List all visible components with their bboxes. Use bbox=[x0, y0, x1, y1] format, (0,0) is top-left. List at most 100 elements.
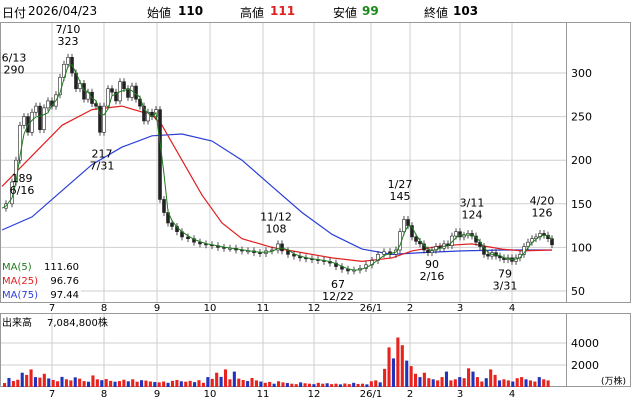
close-label: 終値 bbox=[424, 6, 449, 20]
price-axis-frame bbox=[566, 22, 631, 303]
ma-legend-box bbox=[1, 260, 81, 302]
annotations: 6/132907/103231896/162177/3111/121086712… bbox=[2, 23, 555, 303]
ohlc-header: 日付 2026/04/23 始値 110 高値 111 安値 99 終値 103 bbox=[0, 0, 632, 22]
ma25-label: MA(25) bbox=[2, 276, 38, 287]
volume-bar bbox=[272, 383, 276, 387]
volume-bar bbox=[219, 376, 223, 387]
volume-bar bbox=[131, 379, 135, 387]
annotation-label: 124 bbox=[462, 208, 483, 221]
candle-body bbox=[170, 222, 174, 227]
volume-bar bbox=[307, 383, 312, 387]
volume-bar bbox=[29, 369, 33, 387]
volume-bar bbox=[427, 378, 431, 387]
candle-body bbox=[110, 88, 114, 93]
volume-bar bbox=[263, 382, 267, 387]
volume-bar bbox=[86, 381, 91, 387]
volume-bar bbox=[140, 380, 144, 387]
annotation-label: 67 bbox=[331, 278, 345, 291]
volume-bar bbox=[502, 379, 506, 387]
volume-bar bbox=[321, 383, 325, 387]
volume-bar bbox=[153, 382, 157, 387]
volume-bar bbox=[157, 382, 161, 387]
annotation-label: 7/10 bbox=[56, 23, 81, 36]
ma75-label: MA(75) bbox=[2, 290, 38, 301]
candle-body bbox=[66, 57, 70, 65]
volume-bar bbox=[100, 380, 104, 387]
volume-label: 出来高 bbox=[2, 316, 32, 329]
volume-bar bbox=[117, 381, 121, 387]
candle-body bbox=[46, 100, 50, 109]
annotation-label: 12/22 bbox=[322, 290, 354, 303]
volume-bar bbox=[290, 383, 294, 387]
annotation-label: 79 bbox=[498, 268, 512, 281]
volume-bar bbox=[497, 380, 502, 387]
candle-body bbox=[42, 107, 46, 130]
volume-bar bbox=[95, 379, 99, 387]
candle-body bbox=[162, 199, 166, 213]
volume-bar bbox=[533, 381, 537, 387]
volume-bar bbox=[524, 379, 528, 387]
month-label-top: 26/1 bbox=[360, 303, 382, 314]
candle-body bbox=[526, 241, 530, 247]
volume-bar bbox=[193, 382, 197, 387]
volume-bar bbox=[91, 375, 95, 387]
volume-bar bbox=[197, 380, 201, 387]
volume-bar bbox=[126, 381, 130, 387]
volume-bar bbox=[104, 379, 108, 387]
volume-bar bbox=[480, 381, 484, 387]
volume-bar bbox=[528, 380, 532, 387]
candle-body bbox=[114, 91, 118, 102]
volume-bar bbox=[210, 378, 214, 387]
volume-bar bbox=[166, 382, 170, 387]
price-tick-label: 300 bbox=[571, 67, 592, 80]
volume-axis-ticks: 2000 4000 bbox=[571, 337, 599, 372]
volume-value: 7,084,800株 bbox=[47, 316, 108, 329]
volume-bar bbox=[383, 368, 387, 387]
volume-bar bbox=[60, 376, 64, 387]
month-label-top: 10 bbox=[204, 303, 217, 314]
month-label-top: 11 bbox=[257, 303, 270, 314]
volume-bar bbox=[122, 379, 126, 387]
volume-bar bbox=[462, 378, 466, 387]
volume-bar bbox=[175, 379, 179, 387]
candle-body bbox=[410, 225, 414, 238]
volume-bar bbox=[188, 380, 192, 387]
volume-bar bbox=[113, 381, 117, 387]
volume-bar bbox=[69, 380, 73, 387]
volume-bar bbox=[250, 377, 254, 387]
month-label-bottom: 2 bbox=[407, 389, 413, 400]
volume-bar bbox=[352, 382, 356, 387]
volume-bar bbox=[47, 378, 51, 387]
volume-bar bbox=[16, 379, 20, 387]
volume-bar bbox=[78, 378, 82, 387]
volume-bar bbox=[25, 374, 29, 387]
price-tick-label: 250 bbox=[571, 111, 592, 124]
volume-bars bbox=[3, 337, 550, 387]
close-value: 103 bbox=[453, 4, 479, 18]
volume-bar bbox=[11, 381, 15, 387]
candle-body bbox=[106, 88, 110, 107]
annotation-label: 6/16 bbox=[10, 184, 35, 197]
month-label-top: 9 bbox=[154, 303, 160, 314]
volume-bar bbox=[20, 372, 24, 387]
candle-body bbox=[30, 111, 34, 133]
price-tick-label: 200 bbox=[571, 154, 592, 167]
volume-bar bbox=[330, 384, 334, 387]
candle-body bbox=[462, 234, 466, 238]
volume-bar bbox=[414, 373, 418, 387]
date-label: 日付 bbox=[2, 6, 27, 20]
volume-bar bbox=[515, 378, 519, 387]
volume-bar bbox=[162, 381, 166, 387]
volume-bar bbox=[542, 379, 546, 387]
annotation-label: 3/31 bbox=[493, 280, 518, 293]
volume-bar bbox=[387, 347, 391, 387]
candle-body bbox=[276, 243, 280, 251]
candle-body bbox=[280, 243, 284, 252]
month-label-bottom: 4 bbox=[509, 389, 515, 400]
annotation-label: 108 bbox=[266, 222, 287, 235]
volume-bar bbox=[206, 377, 210, 387]
volume-bar bbox=[369, 381, 373, 387]
ma5-polyline bbox=[1, 64, 553, 271]
